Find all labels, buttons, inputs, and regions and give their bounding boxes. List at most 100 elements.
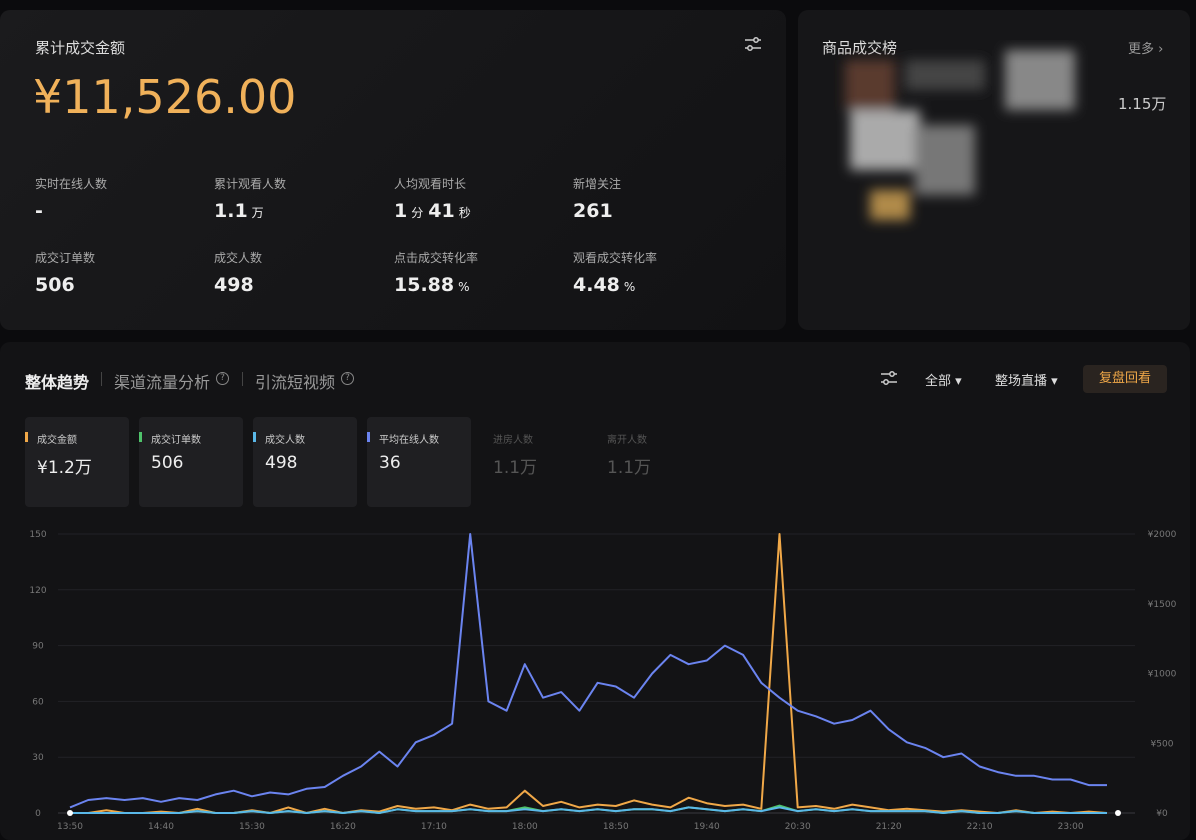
- stat-number: 41: [428, 200, 455, 222]
- stat-number: 506: [35, 274, 75, 296]
- x-tick-label: 16:20: [330, 822, 356, 832]
- filter-icon[interactable]: [879, 370, 899, 386]
- stat-number: 1.1: [214, 200, 248, 222]
- stat-value: 4.48%: [573, 274, 640, 296]
- product-images: [845, 50, 1075, 220]
- metric-value: 36: [379, 453, 401, 473]
- y2-tick-label: ¥2000: [1148, 530, 1177, 540]
- metric-card: [25, 417, 129, 507]
- series-line: [69, 533, 1107, 809]
- scope-select[interactable]: 全部 ▾: [925, 374, 962, 389]
- x-tick-label: 14:40: [148, 822, 174, 832]
- x-tick-label: 22:10: [967, 822, 993, 832]
- stat-label: 成交人数: [214, 251, 263, 265]
- legend-swatch: [139, 432, 142, 442]
- series-line: [70, 533, 1108, 814]
- legend-swatch: [253, 432, 256, 442]
- stat-unit: %: [623, 280, 636, 294]
- settings-icon[interactable]: [743, 36, 763, 52]
- stat-number: 15.88: [394, 274, 455, 296]
- ranking-amount: 1.15万: [1118, 95, 1167, 113]
- axis-dot: [67, 810, 73, 816]
- x-tick-label: 19:40: [694, 822, 720, 832]
- x-tick-label: 17:10: [421, 822, 447, 832]
- legend-label: 进房人数: [493, 435, 533, 446]
- legend-label: 成交订单数: [151, 435, 201, 446]
- x-tick-label: 23:00: [1058, 822, 1084, 832]
- stat-label: 人均观看时长: [394, 177, 467, 191]
- stat-unit: 秒: [458, 206, 471, 220]
- stat-label: 实时在线人数: [35, 177, 108, 191]
- series-line: [70, 806, 1107, 814]
- stat-value: 506: [35, 274, 75, 296]
- y2-tick-label: ¥1500: [1148, 600, 1177, 610]
- legend-label: 离开人数: [607, 435, 647, 446]
- legend-label: 成交人数: [265, 435, 305, 446]
- stat-unit: 分: [411, 206, 424, 220]
- total-amount: ¥11,526.00: [33, 70, 297, 124]
- help-icon: ?: [341, 372, 355, 385]
- legend-swatch: [25, 432, 28, 442]
- trend-chart: 0 30 60 90 120 150 ¥0 ¥500 ¥1000 ¥1500 ¥2000 13:50 1…: [29, 530, 1177, 832]
- x-tick-label: 13:50: [57, 822, 83, 832]
- y-tick-label: 30: [32, 753, 44, 763]
- x-tick-label: 15:30: [239, 822, 265, 832]
- stat-number: -: [35, 200, 43, 222]
- stat-unit: 万: [251, 206, 264, 220]
- x-tick-label: 21:20: [876, 822, 902, 832]
- stat-number: 261: [573, 200, 613, 222]
- x-tick-label: 18:00: [512, 822, 538, 832]
- range-text[interactable]: 整场直播: [995, 374, 1048, 389]
- stat-unit: %: [458, 280, 470, 294]
- legend-swatch: [367, 432, 370, 442]
- tab[interactable]: 引流短视频: [255, 373, 336, 392]
- stat-number: 1: [394, 200, 408, 222]
- x-tick-label: 20:30: [785, 822, 811, 832]
- y2-tick-label: ¥0: [1156, 809, 1168, 819]
- y2-tick-label: ¥500: [1151, 739, 1174, 749]
- tab[interactable]: 渠道流量分析: [114, 373, 211, 392]
- stat-label: 新增关注: [573, 177, 622, 191]
- y2-tick-label: ¥1000: [1148, 670, 1177, 680]
- stat-value: 261: [573, 200, 613, 222]
- legend-label: 平均在线人数: [379, 435, 439, 446]
- y-tick-label: 90: [32, 642, 44, 652]
- stat-label: 累计观看人数: [214, 177, 287, 191]
- metric-value: ¥1.2万: [37, 458, 92, 478]
- scope-text[interactable]: 全部: [925, 374, 952, 389]
- stat-number: 498: [214, 274, 254, 296]
- more-link[interactable]: 更多 ›: [1128, 42, 1164, 57]
- y-tick-label: 60: [32, 697, 44, 707]
- metric-card: [367, 417, 471, 507]
- stat-number: 4.48: [573, 274, 620, 296]
- help-icon: ?: [216, 372, 230, 385]
- stat-value: -: [35, 200, 43, 222]
- more-text[interactable]: 更多: [1128, 42, 1155, 57]
- metric-value: 1.1万: [493, 458, 538, 478]
- stat-value: 1.1 万: [214, 200, 269, 222]
- axis-dot: [1115, 810, 1121, 816]
- stat-label: 点击成交转化率: [394, 251, 479, 265]
- ranking-title: 商品成交榜: [822, 39, 898, 57]
- stat-label: 观看成交转化率: [573, 251, 658, 265]
- y-tick-label: 0: [35, 809, 41, 819]
- tab[interactable]: 整体趋势: [25, 373, 90, 392]
- stat-label: 成交订单数: [35, 251, 96, 265]
- metric-card: [139, 417, 243, 507]
- x-tick-label: 18:50: [603, 822, 629, 832]
- stat-value: 1 分 41 秒: [394, 200, 476, 222]
- tab-divider: [101, 372, 103, 386]
- metric-value: 506: [151, 453, 184, 473]
- overview-title: 累计成交金额: [35, 39, 126, 57]
- stat-value: 498: [214, 274, 254, 296]
- legend-label: 成交金额: [37, 435, 77, 446]
- y-tick-label: 120: [29, 586, 46, 596]
- stat-value: 15.88%: [394, 274, 475, 296]
- tab-divider: [242, 372, 244, 386]
- metric-value: 498: [265, 453, 298, 473]
- range-select[interactable]: 整场直播 ▾: [995, 374, 1058, 389]
- metric-value: 1.1万: [607, 458, 652, 478]
- review-button[interactable]: 复盘回看: [1083, 365, 1167, 393]
- overview-panel: [0, 10, 786, 330]
